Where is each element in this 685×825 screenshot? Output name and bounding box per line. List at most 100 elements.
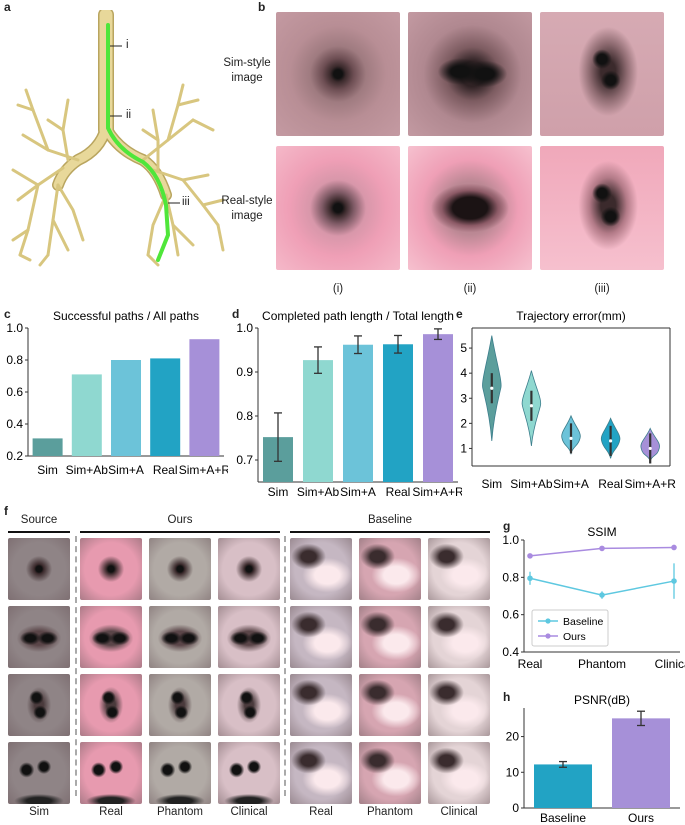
- x-tick-label-d: Sim+Ab: [297, 485, 340, 496]
- legend-marker-ours: [545, 633, 551, 639]
- y-tick-label-e: 3: [460, 391, 467, 405]
- bar-d-sim-a-r: [423, 334, 453, 482]
- chart-g-ssim: SSIM 0.4 0.6 0.8 1.0 Real Phantom Clinical Basel…: [502, 525, 685, 671]
- y-tick-label-g: 0.6: [502, 608, 519, 622]
- panel-label-h: h: [503, 690, 511, 704]
- row-label-real-style: Real-style image: [221, 195, 273, 222]
- point-baseline: [599, 592, 605, 598]
- bar-d-sim-ab: [303, 360, 333, 482]
- image-tile-sim-row2: [8, 606, 70, 668]
- violin-median: [648, 446, 652, 451]
- bar-d-real: [383, 344, 413, 482]
- row-label-sim-style: Sim-style image: [223, 57, 271, 84]
- legend-label-baseline: Baseline: [563, 616, 603, 628]
- col-label-ours-phantom: Phantom: [156, 806, 204, 818]
- panel-label-d: d: [232, 307, 240, 321]
- image-tile-baseline-phantom-row4: [359, 742, 421, 804]
- x-tick-label-e: Sim+A: [553, 477, 589, 491]
- image-tile-baseline-clinical-row2: [428, 606, 490, 668]
- chart-title-d: Completed path length / Total length: [262, 309, 454, 323]
- bar-c-sim-a-r: [189, 339, 220, 456]
- point-ours: [599, 545, 605, 552]
- image-tile-baseline-real-row4: [290, 742, 352, 804]
- x-tick-label-c: Sim+A+R: [179, 463, 228, 477]
- x-tick-label-e: Sim+A+R: [625, 477, 677, 491]
- image-tile-baseline-clinical-row1: [428, 538, 490, 600]
- image-tile-baseline-real-row1: [290, 538, 352, 600]
- x-tick-label-h: Baseline: [540, 811, 586, 825]
- bar-c-sim: [32, 438, 63, 456]
- col-label-baseline-real: Real: [309, 806, 333, 818]
- violin-median: [609, 439, 613, 443]
- panel-label-g: g: [503, 519, 511, 533]
- y-tick-label-e: 4: [460, 366, 467, 380]
- x-tick-label-d: Sim: [268, 485, 289, 496]
- y-tick-label-e: 5: [460, 341, 467, 355]
- image-tile-baseline-phantom-row3: [359, 674, 421, 736]
- violin-median: [569, 436, 573, 440]
- y-tick-label-c: 1.0: [6, 321, 23, 335]
- marker-i: i: [126, 39, 129, 51]
- image-tile-baseline-phantom-row1: [359, 538, 421, 600]
- y-tick-label-e: 2: [460, 416, 467, 430]
- image-tile-ours-clinical-row3: [218, 674, 280, 736]
- chart-e-trajectory-error: Trajectory error(mm) 1 2 3 4 5 Sim Sim+Ab Sim+A R…: [460, 309, 677, 491]
- y-tick-label-h: 20: [506, 730, 520, 744]
- bar-c-real: [150, 358, 181, 456]
- image-tile-ours-real-row3: [80, 674, 142, 736]
- real-image-i: [276, 146, 400, 270]
- marker-ii: ii: [126, 109, 132, 121]
- y-tick-label-c: 0.2: [6, 449, 23, 463]
- chart-title-c: Successful paths / All paths: [53, 309, 199, 323]
- image-tile-ours-clinical-row4: [218, 742, 280, 804]
- image-tile-ours-phantom-row1: [149, 538, 211, 600]
- group-divider-2: [284, 536, 286, 796]
- header-rule-source: [8, 531, 70, 533]
- panel-label-e: e: [456, 307, 463, 321]
- header-rule-ours: [80, 531, 280, 533]
- y-tick-label-h: 0: [512, 801, 519, 815]
- col-label-iii: (iii): [594, 283, 610, 295]
- y-tick-label-d: 0.7: [236, 453, 253, 467]
- y-tick-label-d: 0.9: [236, 365, 253, 379]
- bar-c-sim-ab: [71, 374, 102, 456]
- y-tick-label-g: 0.4: [502, 645, 519, 659]
- y-tick-label-g: 0.8: [502, 570, 519, 584]
- image-tile-sim-row4: [8, 742, 70, 804]
- y-tick-label-d: 1.0: [236, 321, 253, 335]
- image-tile-ours-phantom-row3: [149, 674, 211, 736]
- chart-title-e: Trajectory error(mm): [516, 309, 626, 323]
- x-tick-label-c: Real: [153, 463, 178, 477]
- x-tick-label-g: Real: [518, 657, 543, 671]
- chart-title-g: SSIM: [587, 525, 616, 539]
- image-tile-ours-clinical-row1: [218, 538, 280, 600]
- image-tile-ours-clinical-row2: [218, 606, 280, 668]
- point-ours: [527, 553, 533, 559]
- image-tile-ours-real-row1: [80, 538, 142, 600]
- x-tick-label-d: Sim+A: [340, 485, 376, 496]
- panel-label-f: f: [4, 504, 8, 518]
- y-tick-label-c: 0.6: [6, 385, 23, 399]
- point-ours: [671, 544, 677, 551]
- image-tile-ours-phantom-row4: [149, 742, 211, 804]
- header-rule-baseline: [290, 531, 490, 533]
- col-label-i: (i): [332, 283, 344, 295]
- y-tick-label-h: 10: [506, 765, 520, 779]
- chart-title-h: PSNR(dB): [574, 693, 630, 707]
- x-tick-label-d: Real: [386, 485, 411, 496]
- panel-label-c: c: [4, 307, 11, 321]
- x-tick-label-h: Ours: [628, 811, 654, 825]
- x-tick-label-e: Real: [598, 477, 623, 491]
- col-label-ours-real: Real: [99, 806, 123, 818]
- chart-h-psnr: PSNR(dB) 0 10 20 Baseline Ours: [506, 693, 680, 825]
- x-tick-label-c: Sim+Ab: [66, 463, 109, 477]
- image-tile-ours-real-row4: [80, 742, 142, 804]
- x-tick-label-d: Sim+A+R: [412, 485, 462, 496]
- group-divider-1: [75, 536, 77, 796]
- bar-d-sim-a: [343, 344, 373, 482]
- y-tick-label-c: 0.4: [6, 417, 23, 431]
- image-tile-baseline-clinical-row4: [428, 742, 490, 804]
- group-label-ours: Ours: [167, 514, 193, 526]
- bar-h-ours: [612, 718, 670, 808]
- legend-marker-baseline: [545, 618, 551, 624]
